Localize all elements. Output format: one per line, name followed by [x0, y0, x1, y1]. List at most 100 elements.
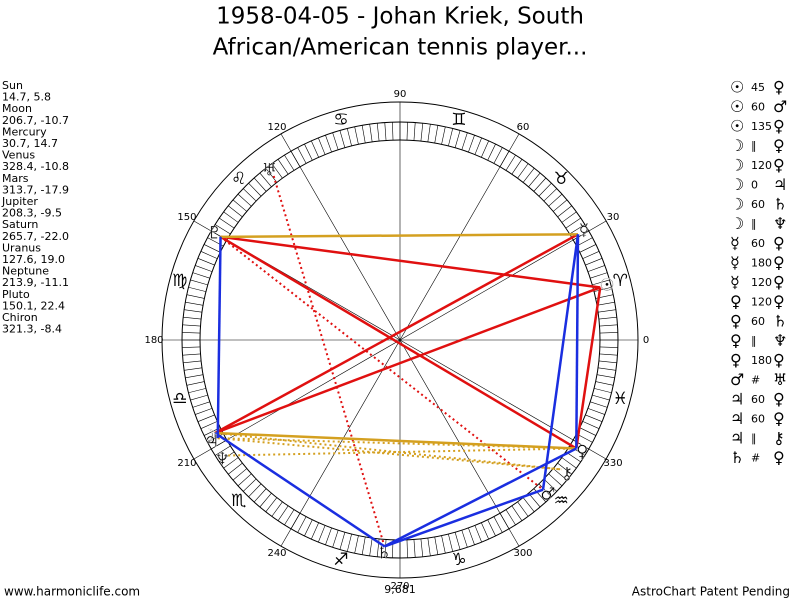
degree-tick [304, 519, 313, 537]
degree-tick [311, 140, 319, 158]
degree-tick [592, 279, 610, 286]
aspect-type: 60 [751, 315, 765, 328]
degree-label: 150 [177, 212, 196, 223]
degree-label: 270 [390, 581, 409, 592]
degree-tick [493, 147, 503, 164]
degree-tick [200, 421, 218, 429]
degree-tick [461, 530, 468, 548]
degree-tick [297, 516, 307, 533]
degree-label: 180 [144, 335, 163, 346]
planet-name: Saturn [2, 218, 38, 231]
planet-name: Mars [2, 172, 29, 185]
degree-tick [214, 445, 231, 456]
degree-tick [325, 527, 332, 545]
aspect-type: 60 [751, 413, 765, 426]
aspect-type: 120 [751, 276, 772, 289]
degree-tick [598, 309, 616, 313]
degree-tick [454, 532, 461, 550]
aspect-to: ♃ [773, 175, 787, 194]
degree-tick [511, 505, 523, 521]
planet-position: 321.3, -8.4 [2, 323, 62, 336]
degree-tick [543, 188, 558, 202]
degree-tick [200, 251, 218, 259]
degree-tick [599, 353, 618, 356]
degree-tick [192, 272, 210, 279]
degree-tick [318, 137, 326, 155]
aspect-from: ☉ [730, 117, 744, 136]
degree-tick [441, 126, 446, 145]
aspect-from: ♄ [730, 448, 744, 467]
aspect-to: ♅ [773, 370, 787, 389]
planet-position: 206.7, -10.7 [2, 114, 69, 127]
degree-tick [271, 163, 283, 179]
degree-tick [481, 140, 489, 158]
planet-position: 265.7, -22.0 [2, 230, 69, 243]
division-line [399, 220, 607, 341]
aspect-from: ☿ [730, 253, 740, 272]
degree-tick [332, 132, 339, 150]
aspect-from: ☽ [730, 175, 744, 194]
degree-tick [183, 316, 202, 320]
degree-label: 90 [394, 89, 407, 100]
footer-left: www.harmoniclife.com [4, 585, 140, 599]
degree-tick [242, 478, 257, 492]
degree-tick [223, 457, 239, 469]
planet-name: Sun [2, 79, 23, 92]
degree-tick [228, 462, 243, 475]
degree-tick [448, 128, 454, 147]
degree-tick [242, 188, 257, 202]
aspect-line [214, 432, 562, 471]
degree-tick [186, 381, 205, 386]
aspect-type: 60 [751, 101, 765, 114]
degree-tick [197, 258, 215, 266]
aspect-line [228, 447, 577, 457]
aspect-type: ∥ [751, 335, 757, 348]
degree-tick [346, 128, 352, 147]
degree-label: 120 [267, 122, 286, 133]
aspect-type: 0 [751, 179, 758, 192]
degree-tick [195, 408, 213, 415]
degree-tick [474, 137, 482, 155]
degree-tick [441, 535, 446, 554]
degree-tick [182, 346, 201, 348]
aspect-type: ∥ [751, 140, 757, 153]
aspect-from: ☿ [730, 234, 740, 253]
aspect-from: ♃ [730, 390, 744, 409]
aspect-line [272, 175, 386, 547]
zodiac-sign: ♋ [333, 110, 348, 130]
degree-tick [207, 433, 224, 443]
aspect-line [541, 234, 580, 490]
degree-tick [197, 414, 215, 422]
degree-tick [265, 168, 278, 183]
degree-tick [277, 505, 289, 521]
degree-tick [237, 473, 252, 487]
degree-tick [186, 294, 205, 299]
degree-label: 60 [517, 122, 530, 133]
degree-tick [593, 286, 612, 292]
degree-tick [598, 360, 617, 364]
degree-tick [406, 122, 408, 141]
planet-glyph: ♆ [215, 449, 230, 469]
degree-tick [284, 154, 295, 171]
aspect-from: ☽ [730, 214, 744, 233]
aspect-from: ♂ [730, 370, 744, 389]
degree-tick [188, 286, 207, 292]
aspect-line [220, 233, 578, 239]
degree-tick [369, 538, 373, 556]
degree-tick [427, 124, 431, 142]
degree-tick [599, 332, 618, 334]
aspect-to: ♀ [773, 409, 785, 428]
aspect-type: 120 [751, 296, 772, 309]
aspect-line [215, 431, 577, 450]
degree-tick [420, 123, 424, 142]
aspect-to: ♀ [773, 156, 785, 175]
degree-tick [517, 501, 529, 517]
degree-tick [582, 421, 600, 429]
degree-tick [517, 163, 529, 179]
degree-tick [548, 193, 563, 207]
aspect-line [214, 431, 386, 548]
degree-tick [493, 516, 503, 533]
degree-tick [592, 394, 610, 401]
degree-tick [528, 493, 541, 508]
